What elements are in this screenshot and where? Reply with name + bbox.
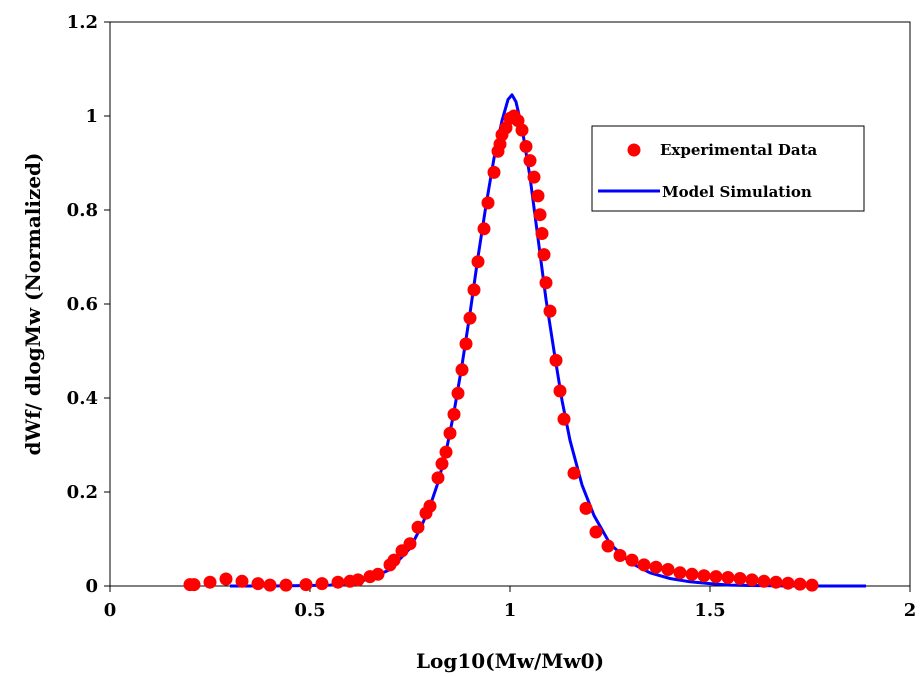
data-point: [673, 566, 687, 580]
data-point: [685, 567, 699, 581]
data-point: [219, 572, 233, 586]
data-point: [439, 445, 453, 459]
data-point: [387, 553, 401, 567]
data-point: [315, 577, 329, 591]
y-tick-label: 0.8: [67, 200, 98, 221]
data-point: [535, 227, 549, 240]
data-point: [721, 571, 735, 584]
data-point: [649, 560, 663, 574]
data-point: [463, 311, 477, 325]
data-point: [203, 575, 217, 589]
x-axis: 0 0.5 1 1.5 2: [104, 586, 917, 621]
data-point: [625, 553, 639, 567]
data-point: [371, 567, 385, 581]
data-point: [733, 572, 747, 585]
data-point: [697, 569, 711, 583]
y-tick-label: 0.6: [67, 294, 98, 315]
data-point: [531, 189, 545, 203]
data-point: [793, 577, 807, 591]
y-tick-label: 0.4: [67, 388, 98, 409]
data-point: [567, 466, 581, 480]
data-point: [279, 578, 293, 592]
data-point: [805, 578, 819, 592]
data-point: [187, 578, 201, 592]
x-tick-label: 2: [904, 600, 917, 621]
data-point: [443, 426, 457, 440]
x-tick-label: 1.5: [694, 600, 725, 621]
legend-marker-experimental-data: [627, 143, 641, 157]
data-point: [637, 558, 651, 572]
x-tick-label: 0: [104, 600, 117, 621]
data-point: [459, 337, 473, 351]
y-axis-title: dWf/ dlogMw (Normalized): [21, 152, 45, 455]
data-point: [481, 196, 495, 210]
series-experimental-data: [183, 109, 819, 592]
legend-box: [591, 125, 865, 212]
y-tick-label: 0.2: [67, 482, 98, 503]
data-point: [447, 407, 461, 421]
data-point: [435, 457, 449, 471]
data-point: [709, 570, 723, 584]
data-point: [411, 520, 425, 534]
data-point: [661, 563, 675, 576]
y-tick-label: 0: [85, 576, 98, 597]
data-point: [579, 501, 593, 515]
legend-label-experimental-data: Experimental Data: [660, 141, 818, 159]
data-point: [601, 539, 615, 553]
data-point: [543, 304, 557, 318]
data-point: [351, 573, 365, 587]
data-point: [557, 412, 571, 426]
legend: Experimental Data Model Simulation: [591, 125, 865, 212]
data-point: [757, 574, 771, 588]
data-point: [781, 576, 795, 590]
data-point: [235, 574, 249, 588]
data-point: [423, 499, 437, 513]
y-tick-label: 1.2: [67, 12, 98, 33]
data-point: [553, 384, 567, 398]
data-point: [769, 575, 783, 589]
data-point: [403, 537, 417, 551]
data-point: [251, 577, 265, 591]
x-axis-title: Log10(Mw/Mw0): [416, 649, 604, 673]
data-point: [523, 154, 537, 168]
data-point: [471, 255, 485, 269]
data-point: [549, 353, 563, 367]
x-tick-label: 0.5: [294, 600, 325, 621]
data-point: [487, 165, 501, 179]
data-point: [515, 123, 529, 137]
data-point: [299, 578, 313, 592]
x-tick-label: 1: [504, 600, 517, 621]
data-point: [451, 386, 465, 400]
data-point: [431, 471, 445, 485]
data-point: [539, 276, 553, 290]
data-point: [613, 549, 627, 562]
data-point: [467, 283, 481, 297]
data-point: [527, 170, 541, 184]
plot-area: [109, 21, 911, 587]
data-point: [589, 525, 603, 539]
data-point: [537, 248, 551, 262]
data-point: [455, 363, 469, 377]
legend-label-model-simulation: Model Simulation: [662, 183, 812, 201]
data-point: [263, 578, 277, 592]
data-point: [745, 573, 759, 587]
data-point: [331, 575, 345, 589]
y-tick-label: 1: [85, 106, 98, 127]
data-point: [477, 222, 491, 236]
data-point: [533, 208, 547, 222]
data-point: [519, 140, 533, 153]
y-axis: 0 0.2 0.4 0.6 0.8 1 1.2: [67, 12, 110, 597]
